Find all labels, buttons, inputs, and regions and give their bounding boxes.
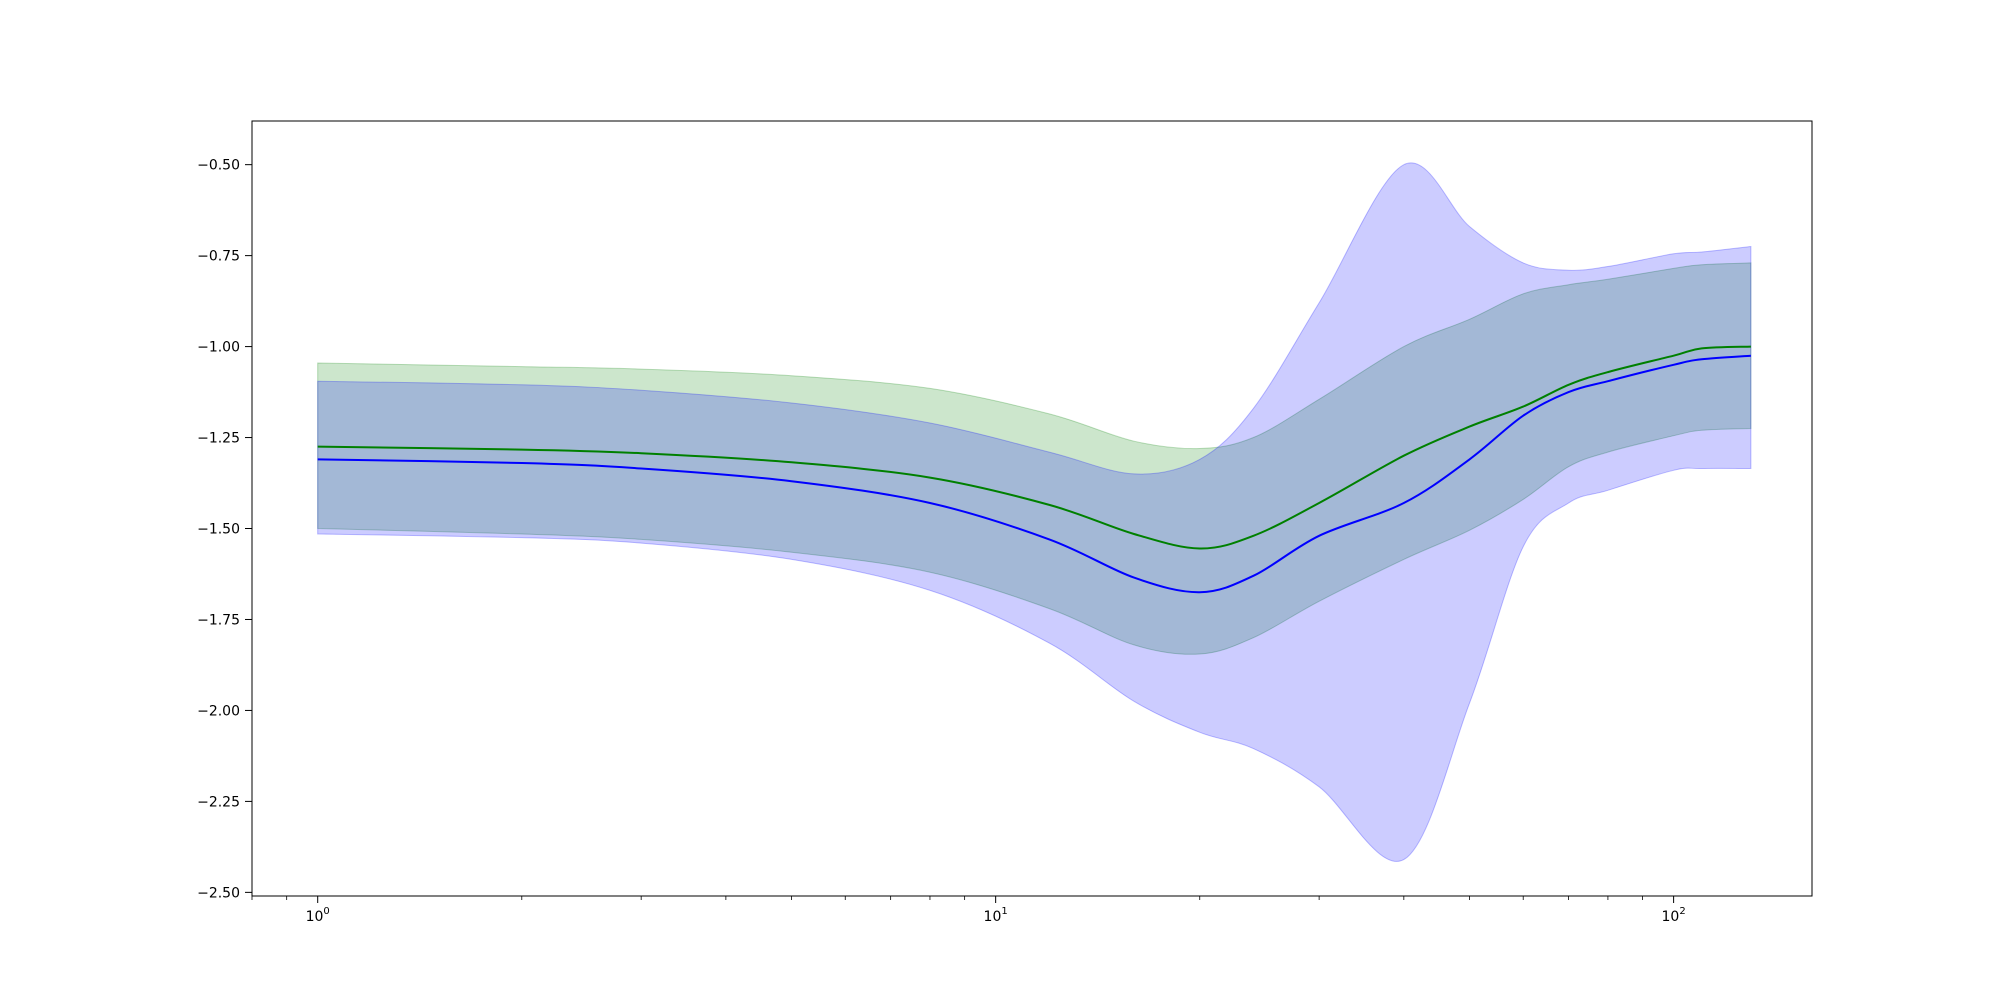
y-tick-label: −1.50 [197,522,240,538]
x-tick-label: 100 [306,906,330,925]
series-line-1 [317,345,1751,550]
y-tick-label: −2.00 [197,703,240,719]
y-tick-label: −0.75 [197,249,240,265]
y-tick-label: −1.75 [197,612,240,628]
y-tick-label: −1.00 [197,340,240,356]
y-axis: −0.50 −0.75 −1.00 −1.25 −1.50 −1.75 −2.00 −2.25… [197,158,252,901]
y-tick-label: −2.25 [197,794,240,810]
x-axis: 100 101 102 [251,896,1686,925]
y-tick-label: −2.50 [197,885,240,901]
series-lines [317,345,1751,594]
y-tick-label: −0.50 [197,158,240,174]
y-tick-label: −1.25 [197,431,240,447]
series-line-2 [317,354,1751,594]
confidence-band-2 [317,162,1752,862]
x-tick-label: 102 [1662,906,1686,925]
confidence-band-1 [317,262,1752,655]
plot-frame [251,120,1813,897]
x-tick-label: 101 [984,906,1008,925]
confidence-bands [317,162,1752,862]
